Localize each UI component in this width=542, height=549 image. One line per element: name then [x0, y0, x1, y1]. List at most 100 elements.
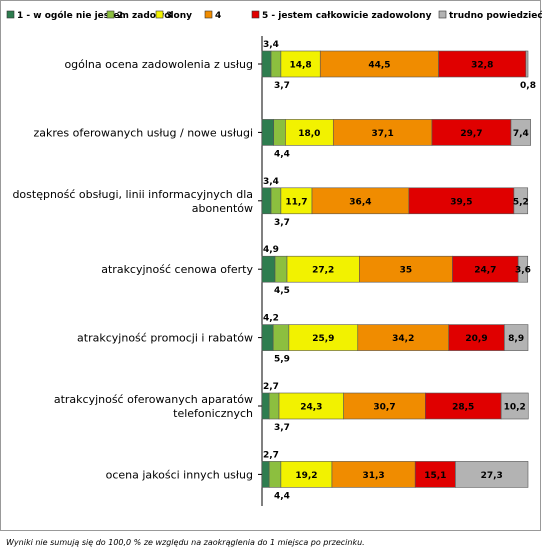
data-label: 7,4 [513, 129, 529, 139]
data-label: 8,9 [508, 334, 524, 344]
bar-segment [273, 119, 286, 146]
category-label: abonentów [192, 202, 253, 215]
bar-segment [455, 461, 529, 488]
bar-segment [332, 119, 433, 146]
category-label: dostępność obsługi, linii informacyjnych… [12, 188, 253, 201]
bar-segment [513, 187, 529, 215]
category-label: ocena jakości innych usług [106, 468, 253, 481]
data-label: 19,2 [295, 471, 317, 481]
data-label: 14,8 [289, 61, 311, 71]
data-label: 27,3 [481, 471, 503, 481]
bar-segment [261, 50, 272, 78]
data-label: 27,2 [312, 266, 334, 276]
data-label: 31,3 [362, 471, 384, 481]
bar-segment [261, 392, 270, 420]
data-label: 24,7 [474, 266, 496, 276]
data-label: 4,9 [263, 245, 279, 255]
data-label: 44,5 [368, 61, 390, 71]
legend-label: 5 - jestem całkowicie zadowolony [262, 11, 432, 21]
bar-segment [261, 461, 270, 488]
bar-segment [357, 324, 450, 351]
legend-label: 4 [215, 11, 221, 21]
data-label: 34,2 [392, 334, 414, 344]
data-label: 4,2 [263, 314, 279, 324]
bar-segment [311, 187, 410, 215]
data-label: 15,1 [424, 471, 446, 481]
data-label: 3,7 [274, 423, 290, 433]
data-label: 11,7 [285, 197, 307, 207]
data-label: 36,4 [349, 197, 371, 207]
bar-segment [270, 50, 282, 78]
legend-swatch [6, 10, 15, 19]
bar-segment [517, 255, 529, 283]
data-label: 2,7 [263, 382, 279, 392]
bar-segment [261, 255, 276, 283]
data-label: 4,4 [274, 149, 290, 159]
bar-segment [425, 392, 502, 420]
data-label: 3,4 [263, 177, 279, 187]
bar-segment [438, 50, 527, 78]
bar-segment [288, 324, 359, 351]
data-label: 32,8 [471, 61, 493, 71]
bar-segment [319, 50, 439, 78]
legend-swatch [155, 10, 164, 19]
data-label: 3,7 [274, 218, 290, 228]
data-label: 5,9 [274, 355, 290, 365]
category-label: atrakcyjność oferowanych aparatów [54, 393, 253, 406]
legend-swatch [106, 10, 115, 19]
data-label: 3,6 [515, 266, 531, 276]
legend-label: 3 [166, 11, 172, 21]
legend-swatch [251, 10, 260, 19]
legend-label: 1 - w ogóle nie jestem zadowolony [17, 10, 192, 21]
data-label: 37,1 [372, 129, 394, 139]
bar-segment [285, 119, 334, 146]
category-label: telefonicznych [173, 407, 253, 420]
data-label: 4,5 [274, 286, 290, 296]
bar-segment [268, 461, 282, 488]
bar-segment [272, 324, 290, 351]
bar-segment [280, 187, 313, 215]
bar-segment [286, 255, 360, 283]
legend-swatch [438, 10, 447, 19]
data-label: 3,4 [263, 40, 279, 50]
legend-swatch [204, 10, 213, 19]
data-label: 39,5 [450, 197, 472, 207]
bar-segment [274, 255, 288, 283]
bar-segment [261, 119, 275, 146]
bar-segment [331, 461, 416, 488]
category-label: zakres oferowanych usług / nowe usługi [33, 126, 253, 139]
data-label: 28,5 [452, 403, 474, 413]
bar-segment [278, 392, 344, 420]
plot-area: ogólna ocena zadowolenia z usług 3,4 3,7 14… [12, 36, 536, 506]
bar-segment [261, 187, 272, 215]
data-label: 29,7 [460, 129, 482, 139]
bar-segment [414, 461, 456, 488]
category-label: atrakcyjność cenowa oferty [101, 263, 253, 276]
data-label: 30,7 [373, 403, 395, 413]
bar-segment [268, 392, 280, 420]
bar-segment [504, 324, 529, 351]
bar-segment [359, 255, 453, 283]
data-label: 4,4 [274, 491, 290, 501]
data-label: 25,9 [312, 334, 334, 344]
data-label: 35 [400, 266, 413, 276]
legend-label: 2 [117, 11, 123, 21]
data-label: 3,7 [274, 81, 290, 91]
data-label: 5,2 [513, 197, 529, 207]
data-label: 20,9 [465, 334, 487, 344]
data-label: 10,2 [504, 403, 526, 413]
bar-segment [500, 392, 529, 420]
bar-segment [452, 255, 519, 283]
bar-segment [261, 324, 274, 351]
bar-segment [510, 119, 531, 146]
footnote: Wyniki nie sumują się do 100,0 % ze wzgl… [6, 538, 365, 547]
data-label: 24,3 [300, 403, 322, 413]
bar-segment [408, 187, 515, 215]
category-label: atrakcyjność promocji i rabatów [77, 332, 253, 345]
bar-segment [525, 50, 529, 78]
legend-label: trudno powiedzieć [449, 10, 542, 21]
bar-segment [270, 187, 282, 215]
bar-segment [280, 50, 321, 78]
